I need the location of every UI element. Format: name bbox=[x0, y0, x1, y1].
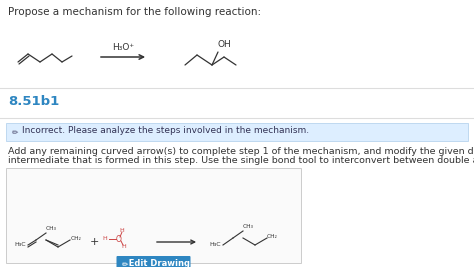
Text: Add any remaining curved arrow(s) to complete step 1 of the mechanism, and modif: Add any remaining curved arrow(s) to com… bbox=[8, 147, 474, 156]
Text: H: H bbox=[122, 245, 127, 249]
FancyBboxPatch shape bbox=[0, 88, 474, 118]
Text: H₃C: H₃C bbox=[14, 242, 26, 248]
FancyBboxPatch shape bbox=[117, 256, 191, 267]
Text: ✏: ✏ bbox=[12, 127, 18, 136]
Text: H₃O⁺: H₃O⁺ bbox=[112, 43, 134, 52]
Text: Propose a mechanism for the following reaction:: Propose a mechanism for the following re… bbox=[8, 7, 261, 17]
Text: H: H bbox=[102, 237, 107, 241]
Text: ✏: ✏ bbox=[121, 259, 128, 267]
Text: intermediate that is formed in this step. Use the single bond tool to interconve: intermediate that is formed in this step… bbox=[8, 156, 474, 165]
Text: 8.51b1: 8.51b1 bbox=[8, 95, 59, 108]
FancyBboxPatch shape bbox=[0, 0, 474, 88]
Text: CH₃: CH₃ bbox=[243, 224, 254, 229]
FancyBboxPatch shape bbox=[6, 123, 468, 141]
Text: H₃C: H₃C bbox=[209, 242, 220, 248]
FancyBboxPatch shape bbox=[0, 118, 474, 267]
Text: CH₃: CH₃ bbox=[46, 226, 57, 231]
Text: CH₂: CH₂ bbox=[267, 234, 278, 238]
Text: +: + bbox=[89, 237, 99, 247]
Text: H: H bbox=[119, 227, 124, 233]
Text: OH: OH bbox=[218, 40, 232, 49]
Text: CH₂: CH₂ bbox=[71, 235, 82, 241]
Text: Edit Drawing: Edit Drawing bbox=[123, 259, 190, 267]
Text: Incorrect. Please analyze the steps involved in the mechanism.: Incorrect. Please analyze the steps invo… bbox=[22, 126, 309, 135]
Text: O: O bbox=[116, 234, 122, 244]
FancyBboxPatch shape bbox=[6, 168, 301, 263]
